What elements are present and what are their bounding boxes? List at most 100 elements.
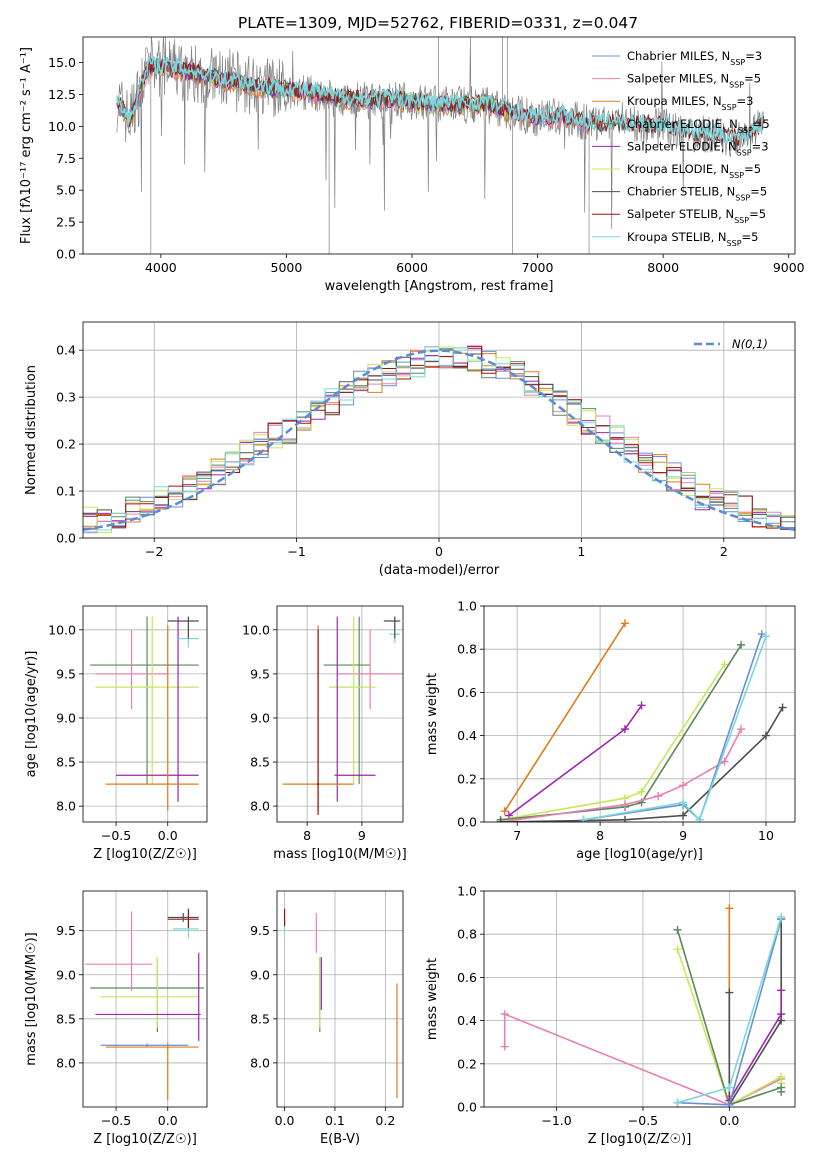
axes-frame (82, 36, 796, 255)
y-tick-label: 8.5 (56, 755, 76, 770)
weight-marker (737, 725, 746, 734)
weight-series-line (583, 633, 763, 822)
legend-label: Salpeter STELIB, NSSP=5 (627, 207, 766, 225)
spectrum-panel: 4000 5000 6000 7000 8000 9000 0.0 2.5 5.0 7.5 10.0… (19, 36, 805, 294)
weight-marker (620, 725, 629, 734)
y-tick-label: 0.0 (56, 247, 76, 262)
x-axis-label: age [log10(age/yr)] (576, 847, 703, 862)
legend-value: =5 (744, 72, 761, 86)
weight-marker (778, 703, 787, 712)
x-tick-label: 8000 (647, 260, 679, 275)
legend-label: Chabrier MILES, NSSP=3 (627, 49, 762, 67)
x-axis-label: Z [log10(Z/Z☉)] (93, 1132, 197, 1147)
x-axis-label: Z [log10(Z/Z☉)] (93, 847, 197, 862)
y-tick-label: 2.5 (56, 215, 76, 230)
weight-marker (679, 811, 688, 820)
errorbar-plot-area (283, 908, 398, 1099)
x-tick-label: 0.1 (325, 1113, 345, 1128)
y-tick-label: 5.0 (56, 183, 76, 198)
histogram-step (83, 346, 795, 534)
age-vs-metallicity-panel: −0.5 0.0 8.0 8.5 9.0 9.5 10.0 Z [log10(Z/Z☉)] ag… (24, 605, 208, 862)
y-tick-label: 15.0 (48, 55, 76, 70)
axes-frame (82, 605, 208, 823)
weight-marker (620, 619, 629, 628)
legend-subscript: SSP (727, 238, 742, 247)
weight-marker (654, 792, 663, 801)
legend-label: Salpeter ELODIE, NSSP=3 (627, 139, 769, 157)
weight-marker (725, 904, 734, 913)
weight-marker (500, 1010, 509, 1019)
y-tick-label: 9.0 (56, 967, 76, 982)
x-tick-label: −0.5 (628, 1113, 658, 1128)
weight-plot-area (496, 619, 787, 822)
axes-frame (82, 890, 208, 1108)
weight-marker (777, 1087, 786, 1096)
legend-value: =5 (749, 207, 766, 221)
y-tick-label: 8.5 (250, 1011, 270, 1026)
axes-frame (276, 890, 404, 1108)
y-tick-label: 0.2 (457, 1056, 477, 1071)
legend-subscript: SSP (735, 193, 750, 202)
weight-marker (673, 945, 682, 954)
weight-marker (579, 815, 588, 822)
y-tick-label: 12.5 (48, 87, 76, 102)
y-tick-label: 10.0 (242, 622, 270, 637)
weight-marker (777, 1010, 786, 1019)
legend-value: =5 (753, 117, 770, 131)
y-tick-label: 9.0 (250, 967, 270, 982)
weight-marker (500, 1042, 509, 1051)
weight-marker (761, 632, 770, 641)
y-axis-label: mass weight (425, 958, 440, 1040)
legend-label: N(0,1) (732, 337, 768, 351)
legend-subscript: SSP (722, 103, 737, 112)
weight-marker (673, 925, 682, 934)
x-tick-label: 4000 (145, 260, 177, 275)
weight-marker (500, 807, 509, 816)
weight-marker (761, 731, 770, 740)
legend-subscript: SSP (737, 148, 752, 157)
errorbar-plot-area (90, 616, 199, 811)
x-tick-label: 0.0 (275, 1113, 295, 1128)
x-tick-label: 1 (577, 544, 585, 559)
legend-subscript: SSP (730, 58, 745, 67)
mass-vs-reddening-panel: 0.0 0.1 0.2 8.0 8.5 9.0 9.5 E(B-V) (250, 890, 404, 1147)
x-tick-label: 2 (720, 544, 728, 559)
x-tick-label: 7000 (522, 260, 554, 275)
x-tick-label: 5000 (271, 260, 303, 275)
axes-frame (483, 605, 796, 823)
weight-series-line (728, 919, 782, 1107)
y-tick-label: 0.4 (457, 728, 477, 743)
weight-marker (725, 988, 734, 997)
legend-label: Salpeter MILES, NSSP=5 (627, 72, 761, 90)
y-tick-label: 9.5 (56, 923, 76, 938)
axes-frame (483, 890, 796, 1108)
errorbar-plot-area (85, 908, 204, 1100)
weight-marker (757, 630, 766, 639)
y-axis-label: mass weight (425, 673, 440, 755)
legend-value: =3 (737, 94, 754, 108)
y-tick-label: 8.0 (56, 799, 76, 814)
y-tick-label: 0.4 (56, 343, 76, 358)
y-tick-label: 0.1 (56, 484, 76, 499)
y-tick-label: 0.2 (56, 437, 76, 452)
legend-label: Chabrier ELODIE, NSSP=5 (627, 117, 770, 135)
x-tick-label: 0.2 (375, 1113, 395, 1128)
y-tick-label: 0.8 (457, 927, 477, 942)
y-axis-label: Normed distribution (24, 365, 39, 495)
y-tick-label: 0.2 (457, 771, 477, 786)
legend-value: =5 (750, 185, 767, 199)
legend-label: Chabrier STELIB, NSSP=5 (627, 185, 767, 203)
model-fit-line (116, 54, 765, 144)
y-axis-label: Flux [fλ10⁻¹⁷ erg cm⁻² s⁻¹ A⁻¹] (19, 47, 34, 244)
axes-frame (82, 321, 796, 539)
x-tick-label: 8 (596, 828, 604, 843)
weight-vs-metallicity-panel: −1.0 −0.5 0.0 0.0 0.2 0.4 0.6 0.8 1.0 Z [log10(Z/… (425, 884, 796, 1147)
legend-label: Kroupa STELIB, NSSP=5 (627, 230, 758, 248)
x-tick-label: 0.0 (158, 828, 178, 843)
y-tick-label: 0.6 (457, 970, 477, 985)
errorbar-plot-area (282, 616, 403, 815)
y-tick-label: 10.0 (48, 119, 76, 134)
x-tick-label: 9000 (773, 260, 805, 275)
mass-vs-metallicity-panel: −0.5 0.0 8.0 8.5 9.0 9.5 Z [log10(Z/Z☉)] mass [… (24, 890, 208, 1147)
